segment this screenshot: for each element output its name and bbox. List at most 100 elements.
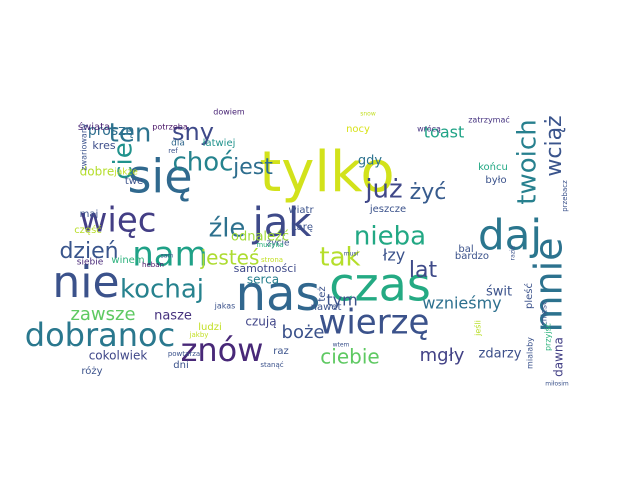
cloud-word: znów — [181, 331, 264, 369]
cloud-word: końcu — [478, 161, 508, 173]
cloud-word: ciebie — [320, 345, 379, 369]
cloud-word: strona — [261, 256, 283, 264]
cloud-word: źle — [209, 214, 246, 244]
cloud-word: więc — [80, 201, 157, 241]
cloud-word: dni — [173, 360, 188, 371]
cloud-word: łatwiej — [203, 138, 236, 149]
cloud-word: nieba — [354, 222, 426, 252]
cloud-word: już — [364, 175, 402, 205]
cloud-word: wtem — [333, 342, 350, 349]
cloud-word: siebie — [77, 258, 104, 268]
cloud-word: dobranoc — [25, 316, 175, 354]
cloud-word: nasze — [154, 309, 192, 324]
cloud-word: winem — [111, 255, 144, 266]
cloud-word: ludzi — [198, 322, 222, 333]
cloud-word: czują — [245, 315, 276, 329]
cloud-word: bal — [458, 244, 473, 255]
cloud-word: maj — [80, 209, 99, 220]
cloud-word: twe — [125, 176, 143, 187]
cloud-word: zdarzy — [479, 347, 522, 362]
cloud-word: łzy — [383, 246, 405, 265]
cloud-word: muzyka — [256, 241, 283, 249]
cloud-word: świt — [486, 285, 512, 300]
cloud-word: dawna — [552, 337, 566, 377]
cloud-word: serca — [247, 273, 279, 287]
cloud-word: jeśli — [473, 320, 483, 337]
cloud-word: cokolwiek — [89, 349, 148, 363]
cloud-word: świata — [78, 121, 110, 133]
cloud-word: życie — [266, 239, 289, 249]
cloud-word: przebacz — [561, 180, 569, 212]
cloud-word: nocy — [346, 124, 370, 135]
cloud-word: jak — [252, 200, 313, 246]
cloud-word: wrócą — [417, 124, 441, 134]
cloud-word: jakby — [189, 331, 209, 339]
cloud-word: się — [127, 150, 192, 204]
cloud-word: też — [317, 286, 328, 301]
cloud-word: dla — [171, 139, 185, 149]
cloud-word: mgły — [420, 345, 465, 366]
cloud-word: kochaj — [120, 275, 204, 305]
cloud-word: wierzę — [319, 303, 430, 343]
cloud-word: nawet — [311, 302, 342, 313]
cloud-word: ref — [168, 147, 178, 155]
cloud-word: tym — [326, 291, 357, 310]
cloud-word: jest — [232, 155, 273, 180]
cloud-word: cie — [109, 142, 139, 180]
cloud-word: dzień — [59, 239, 118, 264]
cloud-word: potrzeba — [152, 123, 188, 132]
cloud-word: róży — [81, 365, 102, 377]
cloud-word: razie — [510, 245, 517, 260]
cloud-word: mnie — [527, 237, 571, 332]
cloud-word: było — [485, 175, 506, 186]
cloud-word: powtarza — [168, 350, 200, 358]
cloud-word: nas — [236, 266, 321, 322]
cloud-word: zniesc — [540, 301, 549, 326]
cloud-word: sam — [161, 253, 174, 260]
cloud-word: zawsze — [70, 304, 135, 325]
cloud-word: dobre — [80, 165, 115, 179]
cloud-word: jeszcze — [369, 204, 406, 215]
cloud-word: zatrzymać — [468, 115, 510, 125]
cloud-word: nam — [132, 235, 208, 275]
cloud-word: przyjść — [543, 323, 553, 351]
cloud-word: samotności — [234, 262, 297, 275]
cloud-word: daj — [478, 211, 542, 260]
cloud-word: jesteś — [200, 246, 260, 270]
cloud-word: wciąż — [542, 115, 567, 176]
cloud-word: dowiem — [213, 108, 245, 117]
cloud-word: jakże — [113, 168, 138, 178]
cloud-word: sny — [172, 118, 214, 146]
cloud-word: lat — [409, 258, 438, 283]
cloud-word: raz — [273, 346, 289, 357]
cloud-word: choć — [173, 148, 234, 178]
cloud-word: wznieśmy — [422, 294, 501, 313]
cloud-word: kres — [92, 139, 115, 152]
cloud-word: zwariowany — [80, 123, 89, 171]
cloud-word: musi — [344, 251, 359, 258]
cloud-word: odnaleźć — [231, 230, 289, 245]
cloud-word: nie — [52, 257, 119, 308]
cloud-word: ten — [109, 119, 152, 149]
cloud-word: mialaby — [526, 337, 535, 369]
cloud-word: gdy — [358, 154, 383, 169]
cloud-word: jakas — [214, 302, 236, 311]
cloud-word: miłosim — [545, 381, 569, 388]
cloud-word: bardzo — [455, 251, 489, 262]
cloud-word: czas — [329, 258, 431, 312]
cloud-word: karę — [291, 222, 313, 233]
cloud-word: żyć — [410, 180, 447, 205]
cloud-word: proszę — [88, 123, 134, 139]
cloud-word: pleść — [523, 283, 535, 309]
cloud-word: twoich — [513, 119, 543, 204]
cloud-word: heban — [142, 261, 164, 269]
cloud-word: tak — [319, 243, 360, 273]
cloud-word: stanąć — [260, 361, 283, 369]
cloud-word: tylko — [259, 140, 394, 205]
cloud-word: snow — [360, 111, 376, 118]
cloud-word: wiatr — [288, 205, 314, 216]
cloud-word: boże — [282, 322, 325, 343]
cloud-word: toast — [424, 123, 464, 142]
cloud-word: część — [74, 224, 102, 236]
